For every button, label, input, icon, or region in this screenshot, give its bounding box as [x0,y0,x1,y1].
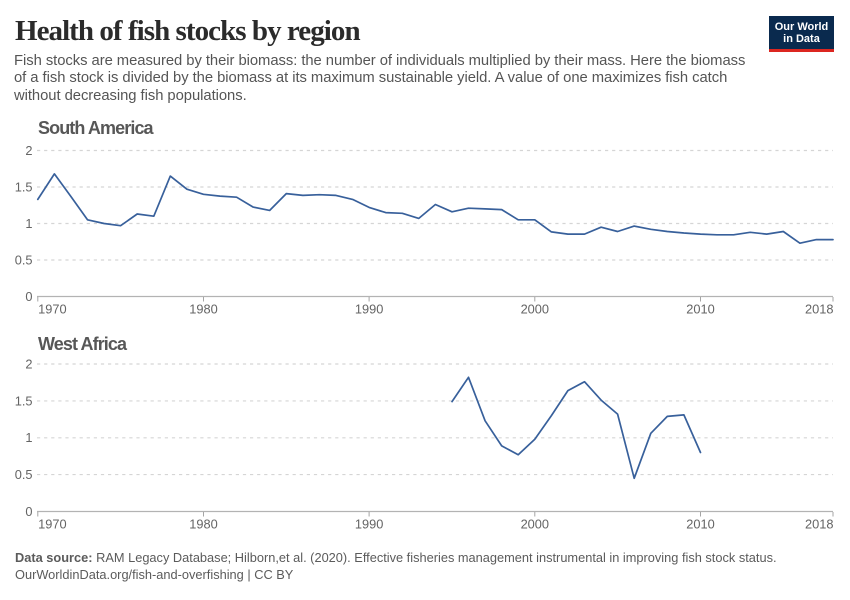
svg-text:1980: 1980 [189,302,217,317]
svg-text:2010: 2010 [686,517,714,532]
svg-text:1.5: 1.5 [15,179,33,194]
svg-text:1970: 1970 [38,302,66,317]
svg-text:2: 2 [25,356,32,371]
svg-text:1: 1 [25,430,32,445]
svg-text:0: 0 [25,504,32,519]
svg-text:1970: 1970 [38,517,66,532]
svg-text:0.5: 0.5 [15,252,33,267]
svg-text:2018: 2018 [805,517,833,532]
svg-text:2: 2 [25,143,32,158]
svg-text:1980: 1980 [189,517,217,532]
svg-text:1990: 1990 [355,517,383,532]
svg-text:0: 0 [25,289,32,304]
svg-text:2010: 2010 [686,302,714,317]
svg-text:0.5: 0.5 [15,467,33,482]
svg-text:2000: 2000 [521,302,549,317]
svg-text:1: 1 [25,216,32,231]
svg-text:1990: 1990 [355,302,383,317]
svg-text:1.5: 1.5 [15,393,33,408]
svg-text:2018: 2018 [805,302,833,317]
svg-text:2000: 2000 [521,517,549,532]
